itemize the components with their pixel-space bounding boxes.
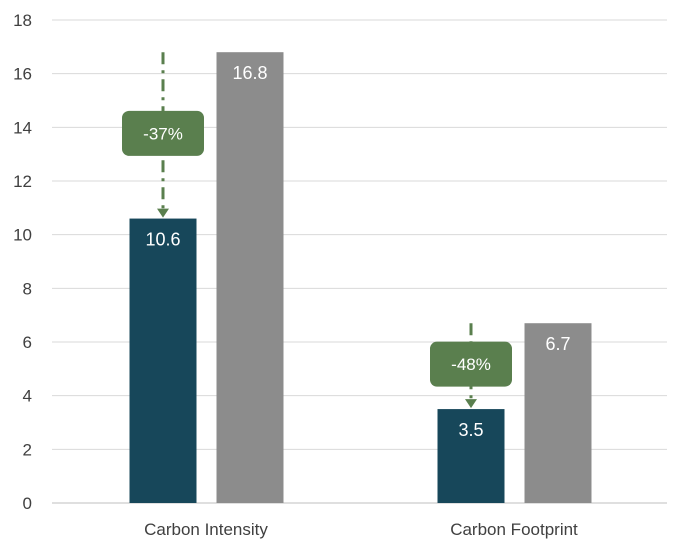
change-arrow-head bbox=[157, 208, 169, 218]
data-label: 16.8 bbox=[232, 63, 267, 83]
y-tick-label: 6 bbox=[23, 333, 32, 352]
data-label: 3.5 bbox=[458, 420, 483, 440]
y-tick-label: 16 bbox=[13, 65, 32, 84]
y-axis-ticks: 0 2 4 6 8 10 12 14 16 18 bbox=[13, 11, 32, 513]
y-tick-label: 8 bbox=[23, 279, 32, 298]
bars bbox=[129, 52, 592, 504]
y-tick-label: 12 bbox=[13, 172, 32, 191]
y-tick-label: 2 bbox=[23, 440, 32, 459]
category-label: Carbon Intensity bbox=[144, 520, 268, 539]
data-label: 10.6 bbox=[145, 230, 180, 250]
x-axis-categories: Carbon Intensity Carbon Footprint bbox=[144, 520, 578, 539]
y-tick-label: 10 bbox=[13, 226, 32, 245]
y-tick-label: 4 bbox=[23, 387, 32, 406]
bar-dark-0 bbox=[129, 218, 197, 504]
y-tick-label: 14 bbox=[13, 118, 32, 137]
bar-grey-0 bbox=[216, 52, 284, 503]
category-label: Carbon Footprint bbox=[450, 520, 578, 539]
y-tick-label: 0 bbox=[23, 494, 32, 513]
change-badge bbox=[430, 341, 512, 387]
bar-dark-1 bbox=[437, 409, 505, 503]
change-badge-label: -48% bbox=[451, 355, 491, 374]
change-arrow-head bbox=[465, 399, 477, 409]
change-badge bbox=[122, 110, 204, 156]
data-label: 6.7 bbox=[545, 334, 570, 354]
change-arrows: -37% -48% bbox=[122, 52, 512, 409]
y-tick-label: 18 bbox=[13, 11, 32, 30]
data-labels: 10.6 3.5 16.8 6.7 bbox=[145, 63, 570, 440]
bar-grey-1 bbox=[524, 323, 592, 503]
change-badge-label: -37% bbox=[143, 124, 183, 143]
